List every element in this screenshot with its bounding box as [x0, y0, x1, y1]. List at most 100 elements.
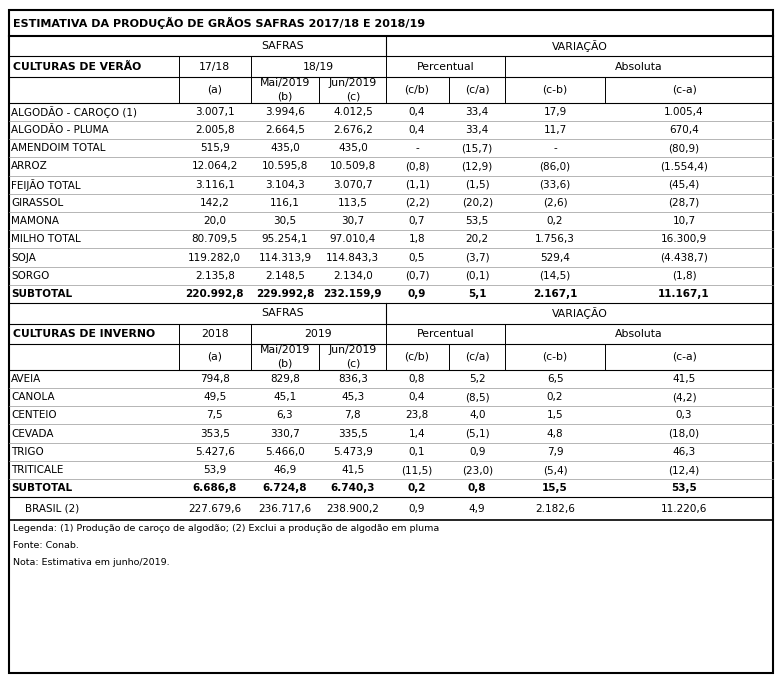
Text: 0,7: 0,7 — [409, 216, 425, 226]
Text: 529,4: 529,4 — [540, 252, 570, 262]
Text: (5,4): (5,4) — [543, 465, 568, 475]
Text: (c/a): (c/a) — [465, 85, 490, 95]
Text: 229.992,8: 229.992,8 — [256, 289, 314, 299]
Text: SUBTOTAL: SUBTOTAL — [11, 483, 72, 493]
Text: 142,2: 142,2 — [199, 198, 230, 208]
Text: 3.007,1: 3.007,1 — [195, 107, 235, 117]
Text: (3,7): (3,7) — [465, 252, 490, 262]
Text: 10,7: 10,7 — [673, 216, 696, 226]
Text: (b): (b) — [278, 92, 292, 101]
Text: Absoluta: Absoluta — [615, 62, 663, 71]
Text: 53,5: 53,5 — [465, 216, 489, 226]
Text: Jun/2019: Jun/2019 — [328, 345, 377, 355]
Text: 0,2: 0,2 — [547, 216, 563, 226]
Text: 10.509,8: 10.509,8 — [330, 161, 376, 171]
Text: 0,2: 0,2 — [547, 392, 563, 402]
Text: (80,9): (80,9) — [669, 143, 700, 153]
Text: SOJA: SOJA — [11, 252, 36, 262]
Text: (86,0): (86,0) — [540, 161, 571, 171]
Text: 5,2: 5,2 — [469, 374, 486, 384]
Text: 1,4: 1,4 — [409, 428, 425, 439]
Text: 1.005,4: 1.005,4 — [664, 107, 704, 117]
Text: 114.313,9: 114.313,9 — [258, 252, 311, 262]
Text: 0,9: 0,9 — [469, 447, 486, 457]
Text: 116,1: 116,1 — [270, 198, 300, 208]
Text: (c): (c) — [346, 358, 360, 369]
Text: 11,7: 11,7 — [543, 125, 567, 135]
Text: 53,5: 53,5 — [671, 483, 697, 493]
Text: 236.717,6: 236.717,6 — [258, 504, 311, 514]
Text: 0,4: 0,4 — [409, 107, 425, 117]
Text: 2.664,5: 2.664,5 — [265, 125, 305, 135]
Text: 30,7: 30,7 — [341, 216, 364, 226]
Text: 23,8: 23,8 — [405, 410, 429, 420]
Text: 45,3: 45,3 — [341, 392, 364, 402]
Text: Absoluta: Absoluta — [615, 328, 663, 339]
Text: (45,4): (45,4) — [669, 180, 700, 190]
Text: 794,8: 794,8 — [199, 374, 230, 384]
Text: ESTIMATIVA DA PRODUÇÃO DE GRÃOS SAFRAS 2017/18 E 2018/19: ESTIMATIVA DA PRODUÇÃO DE GRÃOS SAFRAS 2… — [13, 17, 425, 29]
Text: MILHO TOTAL: MILHO TOTAL — [11, 235, 81, 244]
Text: 220.992,8: 220.992,8 — [185, 289, 244, 299]
Text: Percentual: Percentual — [417, 328, 475, 339]
Text: 114.843,3: 114.843,3 — [326, 252, 379, 262]
Text: (18,0): (18,0) — [669, 428, 700, 439]
Text: 1.756,3: 1.756,3 — [535, 235, 575, 244]
Text: (1,1): (1,1) — [404, 180, 429, 190]
Text: VARIAÇÃO: VARIAÇÃO — [551, 40, 608, 52]
Text: (2,6): (2,6) — [543, 198, 568, 208]
Text: 41,5: 41,5 — [341, 465, 364, 475]
Text: 46,9: 46,9 — [273, 465, 296, 475]
Text: 6.724,8: 6.724,8 — [263, 483, 307, 493]
Text: 227.679,6: 227.679,6 — [188, 504, 242, 514]
Text: SAFRAS: SAFRAS — [261, 41, 304, 51]
Text: 0,9: 0,9 — [409, 504, 425, 514]
Text: (b): (b) — [278, 358, 292, 369]
Text: 33,4: 33,4 — [465, 125, 489, 135]
Text: VARIAÇÃO: VARIAÇÃO — [551, 307, 608, 320]
Text: 12.064,2: 12.064,2 — [192, 161, 238, 171]
Text: (1.554,4): (1.554,4) — [660, 161, 708, 171]
Text: 0,4: 0,4 — [409, 125, 425, 135]
Text: 3.070,7: 3.070,7 — [333, 180, 373, 190]
Text: 3.994,6: 3.994,6 — [265, 107, 305, 117]
Text: Mai/2019: Mai/2019 — [260, 78, 310, 88]
Text: CENTEIO: CENTEIO — [11, 410, 56, 420]
Text: 10.595,8: 10.595,8 — [262, 161, 308, 171]
Text: (c-a): (c-a) — [672, 352, 697, 362]
Text: ALGODÃO - PLUMA: ALGODÃO - PLUMA — [11, 125, 109, 135]
Text: 80.709,5: 80.709,5 — [192, 235, 238, 244]
Text: (11,5): (11,5) — [401, 465, 432, 475]
Text: 6,5: 6,5 — [547, 374, 563, 384]
Text: 119.282,0: 119.282,0 — [188, 252, 241, 262]
Text: 435,0: 435,0 — [270, 143, 300, 153]
Text: (c/b): (c/b) — [404, 85, 429, 95]
Text: 2018: 2018 — [201, 328, 228, 339]
Text: (c/b): (c/b) — [404, 352, 429, 362]
Text: (c-b): (c-b) — [543, 85, 568, 95]
Text: 2.134,0: 2.134,0 — [333, 271, 373, 281]
Text: 17,9: 17,9 — [543, 107, 567, 117]
Text: TRIGO: TRIGO — [11, 447, 44, 457]
Text: 829,8: 829,8 — [270, 374, 300, 384]
Text: 18/19: 18/19 — [303, 62, 334, 71]
Text: (15,7): (15,7) — [461, 143, 493, 153]
Text: (a): (a) — [207, 85, 222, 95]
Text: 3.104,3: 3.104,3 — [265, 180, 305, 190]
Text: 15,5: 15,5 — [542, 483, 568, 493]
Text: CEVADA: CEVADA — [11, 428, 53, 439]
Text: (c-b): (c-b) — [543, 352, 568, 362]
Text: 2.148,5: 2.148,5 — [265, 271, 305, 281]
Text: (28,7): (28,7) — [669, 198, 700, 208]
Text: Nota: Estimativa em junho/2019.: Nota: Estimativa em junho/2019. — [13, 558, 170, 568]
Text: 0,4: 0,4 — [409, 392, 425, 402]
Text: (c): (c) — [346, 92, 360, 101]
Text: 238.900,2: 238.900,2 — [326, 504, 379, 514]
Text: Fonte: Conab.: Fonte: Conab. — [13, 541, 79, 551]
Text: 3.116,1: 3.116,1 — [195, 180, 235, 190]
Text: 20,0: 20,0 — [203, 216, 226, 226]
Text: -: - — [553, 143, 557, 153]
Text: CULTURAS DE INVERNO: CULTURAS DE INVERNO — [13, 328, 156, 339]
Text: AVEIA: AVEIA — [11, 374, 41, 384]
Text: GIRASSOL: GIRASSOL — [11, 198, 63, 208]
